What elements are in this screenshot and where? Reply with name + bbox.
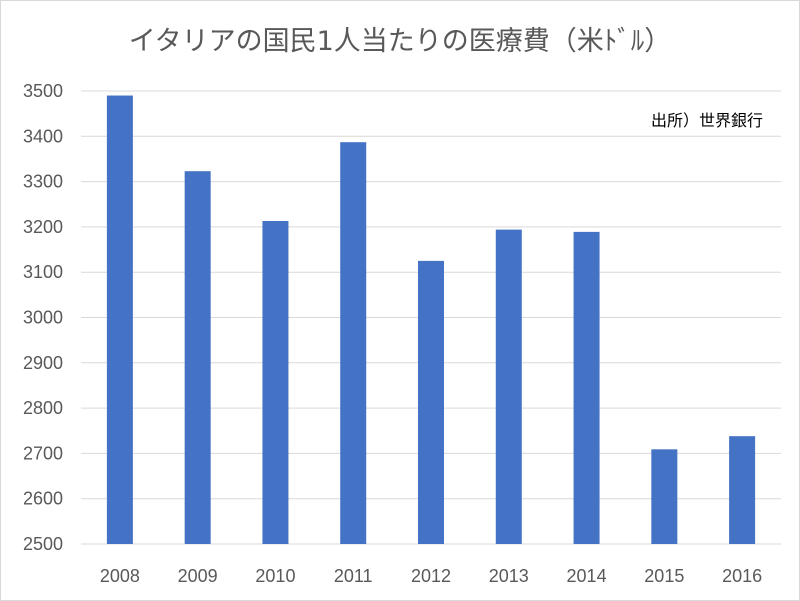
y-tick-label: 3500 (23, 81, 63, 101)
bar (729, 436, 756, 544)
y-tick-label: 2600 (23, 489, 63, 509)
bar (340, 142, 367, 544)
y-tick-label: 3400 (23, 126, 63, 146)
y-tick-label: 2500 (23, 534, 63, 554)
x-tick-label: 2009 (178, 566, 218, 586)
source-annotation: 出所）世界銀行 (650, 111, 763, 130)
y-tick-label: 3300 (23, 172, 63, 192)
bar (573, 231, 600, 544)
bar (418, 260, 444, 544)
chart-title: イタリアの国民1人当たりの医療費（米ﾄﾞﾙ） (128, 26, 672, 57)
x-axis-ticks: 2008 2009 2010 2011 2012 2013 2014 2015 2016 (100, 566, 762, 586)
bar (495, 229, 522, 545)
y-axis-ticks: 2500 2600 2700 2800 2900 3000 3100 3200 3300 3400… (23, 81, 63, 554)
bar (651, 449, 678, 544)
x-tick-label: 2013 (489, 566, 529, 586)
x-tick-label: 2010 (255, 566, 295, 586)
bar (106, 95, 133, 544)
bar (184, 171, 211, 544)
y-tick-label: 3200 (23, 217, 63, 237)
x-tick-label: 2016 (722, 566, 762, 586)
x-tick-label: 2015 (644, 566, 684, 586)
y-tick-label: 3000 (23, 308, 63, 328)
x-tick-label: 2012 (411, 566, 451, 586)
y-tick-label: 2700 (23, 443, 63, 463)
bars (106, 95, 756, 545)
y-tick-label: 3100 (23, 262, 63, 282)
x-tick-label: 2011 (334, 566, 373, 586)
x-tick-label: 2014 (567, 566, 607, 586)
y-tick-label: 2900 (23, 353, 63, 373)
y-tick-label: 2800 (23, 398, 63, 418)
x-tick-label: 2008 (100, 566, 140, 586)
bar (262, 221, 289, 545)
